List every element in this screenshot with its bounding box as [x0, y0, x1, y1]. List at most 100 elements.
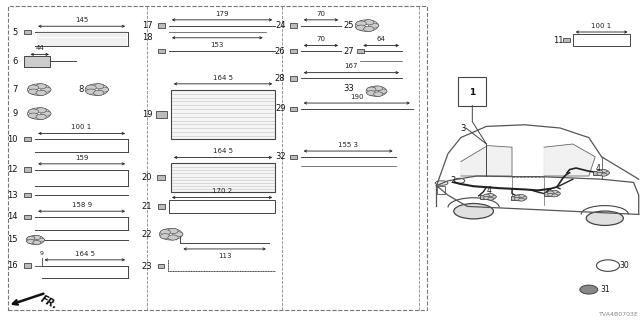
- Text: 164 5: 164 5: [75, 251, 95, 257]
- Text: 19: 19: [142, 110, 152, 119]
- Bar: [289, 155, 297, 159]
- Circle shape: [515, 197, 520, 200]
- Circle shape: [364, 20, 374, 25]
- Text: 70: 70: [316, 11, 326, 17]
- Circle shape: [33, 236, 41, 239]
- Circle shape: [491, 195, 497, 198]
- Bar: [24, 263, 31, 268]
- Ellipse shape: [454, 204, 493, 219]
- Text: 14: 14: [8, 212, 18, 221]
- Text: 33: 33: [343, 84, 354, 92]
- Text: 9: 9: [40, 251, 44, 256]
- Circle shape: [604, 172, 610, 174]
- Circle shape: [369, 23, 379, 28]
- Circle shape: [28, 89, 38, 94]
- Bar: [171, 90, 275, 139]
- Bar: [24, 137, 31, 141]
- Circle shape: [601, 173, 607, 176]
- Bar: [437, 186, 445, 194]
- Text: 153: 153: [211, 42, 224, 48]
- Bar: [356, 49, 364, 53]
- Circle shape: [28, 85, 38, 90]
- Bar: [544, 192, 550, 196]
- Circle shape: [36, 90, 46, 95]
- Bar: [24, 56, 50, 67]
- Text: 2: 2: [451, 176, 456, 185]
- Text: 12: 12: [8, 165, 18, 174]
- Text: 1: 1: [469, 88, 476, 97]
- Circle shape: [168, 228, 178, 234]
- Text: 13: 13: [7, 191, 18, 200]
- Text: 145: 145: [75, 17, 88, 23]
- Text: 170 2: 170 2: [212, 188, 232, 194]
- Circle shape: [488, 197, 493, 200]
- Text: 24: 24: [275, 21, 285, 30]
- Text: 28: 28: [275, 74, 285, 83]
- Text: 30: 30: [620, 261, 629, 270]
- Bar: [593, 171, 600, 175]
- Circle shape: [99, 87, 109, 92]
- Circle shape: [160, 234, 170, 239]
- Circle shape: [27, 240, 35, 244]
- Text: 25: 25: [343, 21, 353, 30]
- Text: 190: 190: [350, 94, 364, 100]
- Circle shape: [552, 194, 557, 197]
- Circle shape: [580, 285, 598, 294]
- Circle shape: [522, 196, 527, 199]
- Text: 44: 44: [35, 45, 44, 51]
- Bar: [171, 163, 275, 192]
- Polygon shape: [461, 146, 512, 176]
- Circle shape: [484, 196, 490, 199]
- Polygon shape: [544, 144, 595, 176]
- Text: TVA4B0703E: TVA4B0703E: [599, 312, 639, 317]
- Circle shape: [367, 91, 376, 95]
- Text: 29: 29: [275, 104, 285, 113]
- Text: 4: 4: [595, 164, 600, 172]
- Text: 167: 167: [344, 63, 358, 69]
- Circle shape: [41, 111, 51, 116]
- Bar: [156, 111, 167, 118]
- Circle shape: [601, 170, 607, 172]
- Ellipse shape: [435, 181, 448, 185]
- Text: 7: 7: [13, 85, 18, 94]
- Bar: [458, 77, 486, 106]
- Circle shape: [555, 192, 561, 195]
- Circle shape: [27, 236, 35, 240]
- Bar: [24, 215, 31, 219]
- Circle shape: [518, 195, 524, 197]
- Circle shape: [552, 190, 557, 193]
- Circle shape: [515, 195, 520, 198]
- Text: 32: 32: [275, 152, 285, 161]
- Text: 31: 31: [600, 285, 610, 294]
- Text: 18: 18: [141, 33, 152, 42]
- Text: 15: 15: [8, 236, 18, 244]
- Circle shape: [41, 87, 51, 92]
- Circle shape: [518, 198, 524, 201]
- Circle shape: [86, 85, 96, 90]
- Text: 100 1: 100 1: [72, 124, 92, 130]
- Text: 158 9: 158 9: [72, 202, 92, 208]
- Circle shape: [173, 232, 183, 237]
- Text: 64: 64: [377, 36, 385, 42]
- Text: 20: 20: [142, 173, 152, 182]
- Text: 11: 11: [553, 36, 563, 44]
- Circle shape: [367, 87, 376, 92]
- Text: 27: 27: [343, 47, 354, 56]
- Text: 21: 21: [142, 202, 152, 211]
- Text: 16: 16: [7, 261, 18, 270]
- Circle shape: [36, 84, 46, 89]
- Circle shape: [374, 86, 383, 91]
- Bar: [289, 76, 297, 81]
- Bar: [169, 200, 275, 213]
- Circle shape: [548, 193, 554, 196]
- Text: 17: 17: [141, 21, 152, 30]
- Text: 155 3: 155 3: [338, 142, 358, 148]
- Text: 164 5: 164 5: [213, 75, 233, 81]
- Circle shape: [93, 90, 104, 95]
- Bar: [24, 30, 31, 34]
- Bar: [480, 195, 486, 199]
- Bar: [158, 264, 164, 268]
- Text: 22: 22: [142, 230, 152, 239]
- Circle shape: [378, 89, 387, 93]
- Circle shape: [488, 194, 493, 196]
